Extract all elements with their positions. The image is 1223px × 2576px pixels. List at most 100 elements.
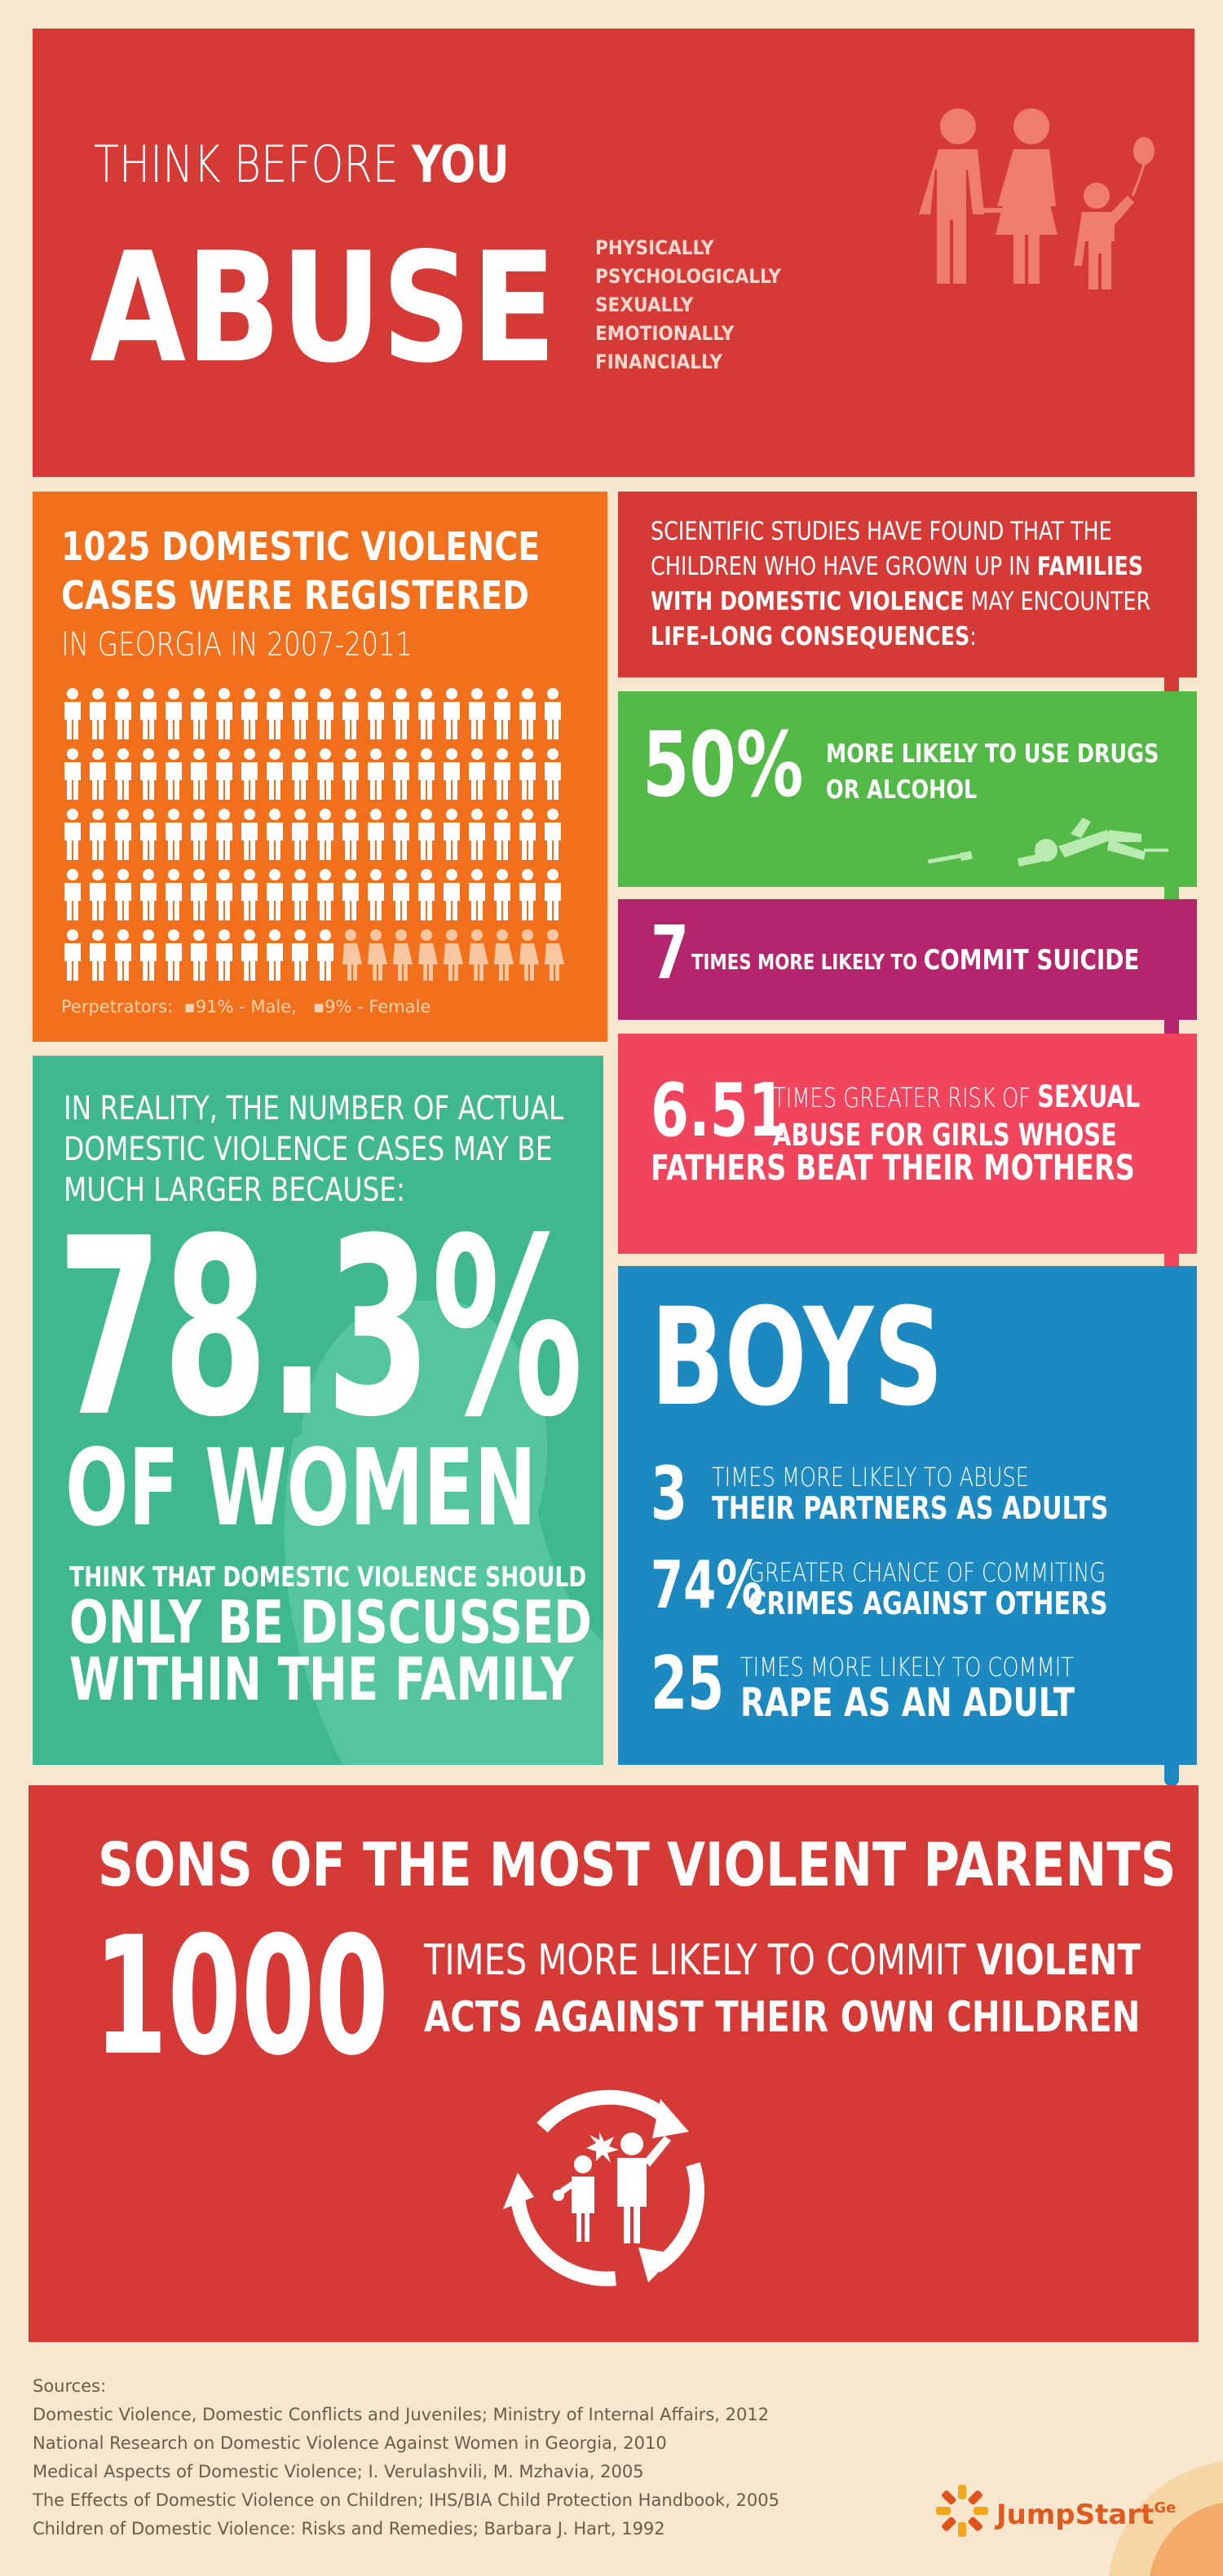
sons-number: 1000 [94,1902,389,2092]
male-figure-icon [469,748,485,800]
male-figure-icon [267,688,283,739]
male-figure-icon [64,869,81,920]
male-figure-icon [64,809,81,860]
male-figure-icon [115,688,131,739]
connector-tab [1164,1765,1179,1786]
male-figure-icon [494,809,510,860]
suicide-panel: 7 TIMES MORE LIKELY TO COMMIT SUICIDE [618,899,1197,1020]
brand-name: JumpStartGe [996,2499,1176,2531]
women-panel: IN REALITY, THE NUMBER OF ACTUAL DOMESTI… [33,1056,603,1765]
male-figure-icon [115,809,131,860]
male-figure-icon [368,748,384,800]
cases-panel: 1025 DOMESTIC VIOLENCE CASES WERE REGIST… [33,492,607,1042]
of-women-text: OF WOMEN [65,1426,536,1550]
female-legend: 9% - Female [325,997,431,1017]
family-icon [919,108,1155,289]
source-item: The Effects of Domestic Violence on Chil… [33,2490,779,2510]
male-figure-icon [115,748,131,800]
violence-cycle-icon [503,2089,704,2287]
girls-line3: FATHERS BEAT THEIR MOTHERS [651,1148,1135,1189]
abuse-form-item: PSYCHOLOGICALLY [595,265,782,288]
studies-text: SCIENTIFIC STUDIES HAVE FOUND THAT THE C… [651,514,1159,655]
male-figure-icon [140,869,157,920]
male-figure-icon [216,809,232,860]
header-banner: THINK BEFORE YOU ABUSE PHYSICALLY PSYCHO… [33,29,1194,477]
studies-text-c: MAY ENCOUNTER [964,587,1151,616]
male-figure-icon [90,809,106,860]
suicide-number: 7 [651,911,689,996]
male-figure-icon [191,748,207,800]
male-figure-icon [241,929,258,981]
girls-line1-a: TIMES GREATER RISK OF [773,1082,1038,1114]
male-figure-icon [342,809,359,860]
male-figure-icon [140,929,157,981]
male-figure-icon [545,869,561,920]
drugs-panel: 50% MORE LIKELY TO USE DRUGS OR ALCOHOL [618,691,1197,887]
male-figure-icon [64,748,81,800]
overdose-icon [928,818,1168,867]
girls-line1-b: SEXUAL [1037,1079,1141,1114]
think-before-text: THINK BEFORE [94,135,399,194]
male-figure-icon [267,869,283,920]
male-figure-icon [545,809,561,860]
male-figure-icon [241,869,258,920]
header-tagline: THINK BEFORE YOU [94,135,510,194]
male-figure-icon [191,809,207,860]
sources-list: Sources: Domestic Violence, Domestic Con… [33,2372,779,2543]
studies-text-b: FAMILIES WITH DOMESTIC VIOLENCE [651,552,1144,616]
brand-name-main: JumpStart [996,2499,1155,2531]
female-figure-icon [469,929,488,981]
male-figure-icon [368,688,384,739]
boys-stat-line2: THEIR PARTNERS AS ADULTS [712,1490,1109,1526]
brand-suffix: Ge [1154,2499,1177,2516]
male-figure-icon [191,929,207,981]
male-figure-icon [216,929,232,981]
abuse-forms-list: PHYSICALLY PSYCHOLOGICALLY SEXUALLY EMOT… [595,234,781,377]
boys-stat-number: 25 [651,1641,725,1727]
male-figure-icon [444,869,460,920]
male-figure-icon [241,809,258,860]
male-figure-icon [140,688,157,739]
women-text-line1: THINK THAT DOMESTIC VIOLENCE SHOULD [69,1561,587,1594]
male-figure-icon [292,869,308,920]
drugs-percent: 50% [642,712,804,817]
male-figure-icon [267,809,283,860]
male-figure-icon [519,688,536,739]
women-text-lines: ONLY BE DISCUSSED WITHIN THE FAMILY [69,1588,592,1709]
female-legend-icon: ▪ [302,997,325,1017]
cases-line3: IN GEORGIA IN 2007-2011 [61,626,413,664]
male-figure-icon [166,809,182,860]
male-figure-icon [241,688,258,739]
male-figure-icon [166,748,182,800]
girls-text: TIMES GREATER RISK OF SEXUAL ABUSE FOR G… [773,1078,1140,1154]
boys-stat-line1: TIMES MORE LIKELY TO ABUSE [712,1462,1029,1493]
sources-heading: Sources: [33,2376,107,2396]
male-figure-icon [166,688,182,739]
male-figure-icon [418,809,435,860]
boys-stat-number: 74% [651,1547,763,1623]
male-figure-icon [545,688,561,739]
cases-line2: CASES WERE REGISTERED [61,573,529,619]
source-item: National Research on Domestic Violence A… [33,2433,667,2453]
male-figure-icon [191,688,207,739]
girls-number: 6.51 [651,1068,787,1153]
perpetrators-legend: Perpetrators: ▪91% - Male, ▪9% - Female [61,997,430,1017]
studies-text-d: LIFE-LONG CONSEQUENCES [651,622,970,651]
male-figure-icon [494,748,510,800]
male-figure-icon [393,869,409,920]
women-text-line2: ONLY BE DISCUSSED [69,1588,592,1656]
male-figure-icon [115,869,131,920]
female-figure-icon [393,929,413,981]
sons-line1-b: VIOLENT [976,1936,1141,1985]
male-figure-icon [469,688,485,739]
male-figure-icon [418,869,435,920]
women-intro: IN REALITY, THE NUMBER OF ACTUAL DOMESTI… [64,1090,564,1209]
male-figure-icon [469,869,485,920]
male-figure-icon [64,929,81,981]
male-figure-icon [90,929,106,981]
boys-stat-number: 3 [651,1451,688,1537]
male-figure-icon [216,748,232,800]
source-item: Children of Domestic Violence: Risks and… [33,2519,665,2539]
sons-text: TIMES MORE LIKELY TO COMMIT VIOLENT ACTS… [424,1932,1141,2046]
female-figure-icon [418,929,438,981]
